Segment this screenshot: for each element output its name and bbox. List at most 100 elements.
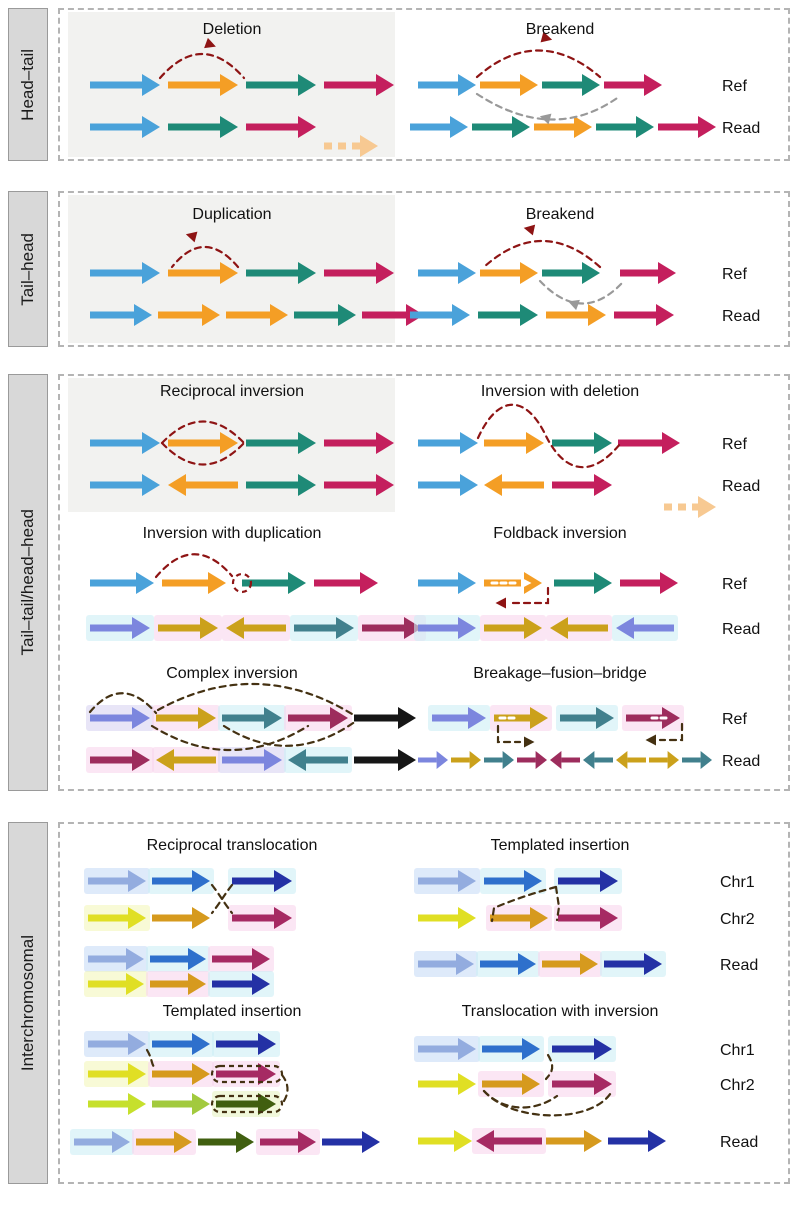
- arrow-head: [288, 749, 306, 771]
- row-label: Ref: [722, 266, 747, 283]
- arrow-head: [132, 749, 150, 771]
- arrow-head: [518, 953, 536, 975]
- diagram-title: Inversion with duplication: [143, 525, 322, 542]
- arrow-head: [594, 474, 612, 496]
- sequence-arrow-blue2: [476, 951, 540, 977]
- arrow-head: [524, 572, 542, 594]
- arrow-head: [658, 262, 676, 284]
- spacer: [48, 8, 58, 161]
- sequence-arrow-lightblue: [84, 946, 148, 972]
- arrow-head: [362, 1131, 380, 1153]
- sequence-arrow-blue: [410, 304, 470, 326]
- breakpoint-junction-arc: [156, 682, 354, 716]
- arrow-head: [535, 751, 547, 769]
- panel-tail-head: Tail–head Duplication Breakend Ref Read: [8, 191, 790, 347]
- sequence-arrow-orange: [162, 572, 226, 594]
- arrow-head: [298, 262, 316, 284]
- arrow-head: [574, 116, 592, 138]
- panel-sideband-head-tail: Head–tail: [8, 8, 48, 161]
- arrow-head: [522, 1038, 540, 1060]
- arrow-head: [588, 304, 606, 326]
- sequence-arrow-crimson: [246, 116, 316, 138]
- sequence-arrow-amber: [146, 971, 210, 997]
- arrow-head: [398, 749, 416, 771]
- arrow-head: [112, 1131, 130, 1153]
- sequence-arrow-teal: [246, 262, 316, 284]
- arrow-head: [452, 304, 470, 326]
- sequence-arrow-navy: [212, 1031, 280, 1057]
- arrow-head: [502, 751, 514, 769]
- arrow-head: [648, 1130, 666, 1152]
- arrow-head: [270, 304, 288, 326]
- arrow-head: [594, 432, 612, 454]
- breakpoint-junction-arc: [658, 722, 684, 742]
- arrow-head: [698, 496, 716, 518]
- sequence-arrow-lightblue: [70, 1129, 134, 1155]
- sequence-arrow-blue: [90, 474, 160, 496]
- spacer: [48, 822, 58, 1184]
- arrow-head: [616, 751, 628, 769]
- arrow-head: [468, 707, 486, 729]
- row-label: Ref: [722, 711, 747, 728]
- arrow-head: [192, 870, 210, 892]
- arrow-head: [524, 617, 542, 639]
- sequence-arrow-teal: [242, 572, 306, 594]
- sequence-arrow-teal: [294, 304, 356, 326]
- sequence-arrow-teal: [478, 304, 538, 326]
- arrow-head: [458, 870, 476, 892]
- sequence-arrow-navy: [554, 868, 622, 894]
- sequence-arrow-blue: [90, 572, 154, 594]
- arrow-head: [264, 707, 282, 729]
- arrow-head: [454, 1130, 472, 1152]
- sequence-arrow-blue2: [478, 1036, 544, 1062]
- sequence-arrow-blue: [90, 432, 160, 454]
- junction-arc-head: [185, 231, 198, 243]
- diagram-title: Complex inversion: [166, 665, 298, 682]
- sequence-arrow-crimson: [620, 262, 676, 284]
- sequence-arrow-teal: [246, 474, 316, 496]
- breakpoint-junction-arc: [160, 420, 246, 445]
- arrow-head: [264, 749, 282, 771]
- sequence-arrow-mustard: [546, 615, 612, 641]
- breakpoint-junction-arc: [482, 1089, 559, 1109]
- arrow-head: [594, 572, 612, 594]
- sequence-arrow-yellow: [84, 971, 148, 997]
- sequence-arrow-blue: [410, 116, 468, 138]
- sequence-arrow-orange: [158, 304, 220, 326]
- sequence-arrow-yellow: [418, 1130, 472, 1152]
- arrow-head: [200, 617, 218, 639]
- figure-interchromosomal: Reciprocal translocation Templated insert…: [70, 837, 758, 1155]
- arrow-head: [258, 1063, 276, 1085]
- sequence-arrow-yellow: [84, 905, 150, 931]
- breakpoint-junction-arc: [210, 883, 234, 915]
- sequence-arrow-lightblue: [414, 951, 478, 977]
- sequence-arrow-teal: [246, 74, 316, 96]
- arrow-head: [188, 948, 206, 970]
- sequence-arrow-teal: [472, 116, 530, 138]
- arrow-head: [220, 432, 238, 454]
- breakpoint-junction-arc: [145, 1048, 159, 1071]
- junction-arc-head: [523, 224, 536, 236]
- arrow-head: [458, 617, 476, 639]
- arrow-head: [520, 304, 538, 326]
- sequence-arrow-crimson: [324, 74, 394, 96]
- arrow-head: [142, 74, 160, 96]
- sequence-arrow-crimson: [324, 432, 394, 454]
- arrow-head: [458, 1073, 476, 1095]
- row-label: Chr1: [720, 874, 755, 891]
- arrow-head: [298, 116, 316, 138]
- sequence-arrow-paleorange: [324, 135, 378, 157]
- sequence-arrow-orange: [480, 262, 538, 284]
- breakpoint-junction-arc: [154, 553, 234, 579]
- arrow-head: [188, 973, 206, 995]
- breakpoint-junction-arc: [538, 279, 624, 305]
- templated-segment-loop: [210, 1064, 284, 1084]
- arrow-head: [458, 1038, 476, 1060]
- sequence-arrow-slateteal: [218, 705, 286, 731]
- sequence-arrow-periwinkle: [86, 615, 154, 641]
- panel-label-tail-tail-head-head: Tail–tail/head–head: [18, 509, 37, 656]
- sequence-arrow-dkgreen: [212, 1091, 280, 1117]
- sequence-arrow-periwinkle: [418, 751, 448, 769]
- arrow-head: [660, 572, 678, 594]
- arrow-head: [298, 1131, 316, 1153]
